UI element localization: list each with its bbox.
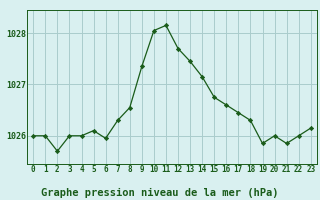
Text: Graphe pression niveau de la mer (hPa): Graphe pression niveau de la mer (hPa) — [41, 188, 279, 198]
